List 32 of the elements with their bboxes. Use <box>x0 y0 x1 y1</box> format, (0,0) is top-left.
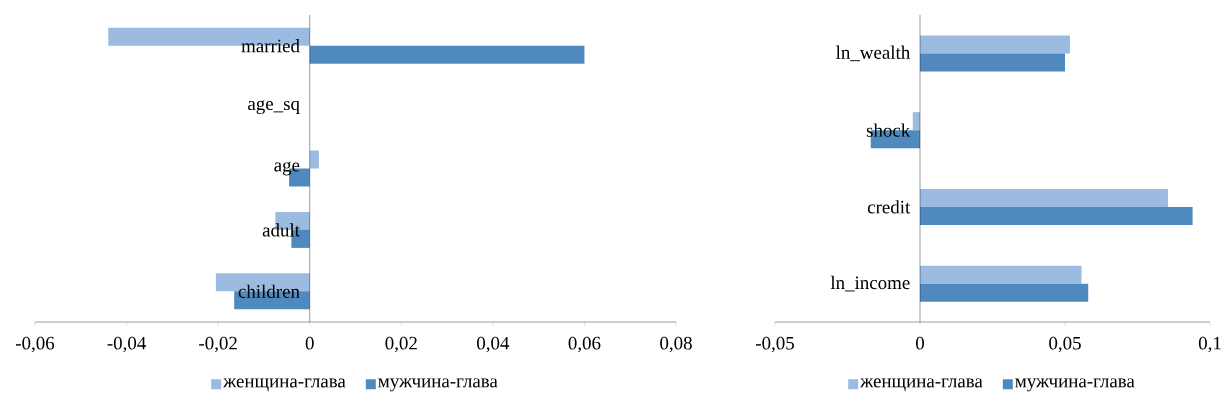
x-tick-label: 0,02 <box>385 336 417 353</box>
legend-label: женщина-глава <box>860 378 983 392</box>
y-tick-label: married <box>241 39 300 53</box>
bar <box>920 35 1070 54</box>
bar <box>920 53 1066 72</box>
y-tick-label: age <box>274 161 300 176</box>
x-tick-label: 0,04 <box>477 336 510 353</box>
bar <box>920 283 1089 302</box>
bar <box>309 150 319 169</box>
x-tick-label: 0,08 <box>660 336 692 353</box>
y-tick-label: age_sq <box>248 100 300 114</box>
x-tick-label: 0 <box>305 336 314 350</box>
x-tick-label: -0,05 <box>756 336 794 353</box>
bar <box>920 206 1193 225</box>
bar <box>309 45 585 64</box>
x-tick-label: 0,1 <box>1198 336 1221 353</box>
x-tick-label: 0,05 <box>1049 336 1081 353</box>
legend-label: мужчина-глава <box>378 378 498 392</box>
y-tick-label: credit <box>867 200 911 214</box>
y-tick-label: ln_income <box>830 275 910 292</box>
x-tick-label: -0,04 <box>107 336 146 353</box>
x-tick-label: 0,06 <box>568 336 601 353</box>
x-tick-label: -0,06 <box>15 336 55 353</box>
y-tick-label: ln_wealth <box>835 45 911 62</box>
legend-label: женщина-глава <box>223 378 346 392</box>
bar <box>920 265 1082 284</box>
bar <box>920 188 1168 207</box>
x-tick-label: 0 <box>916 336 925 350</box>
y-tick-label: children <box>238 284 300 298</box>
x-tick-label: -0,02 <box>199 336 237 353</box>
legend-label: мужчина-глава <box>1015 378 1135 392</box>
y-tick-label: adult <box>262 223 300 237</box>
